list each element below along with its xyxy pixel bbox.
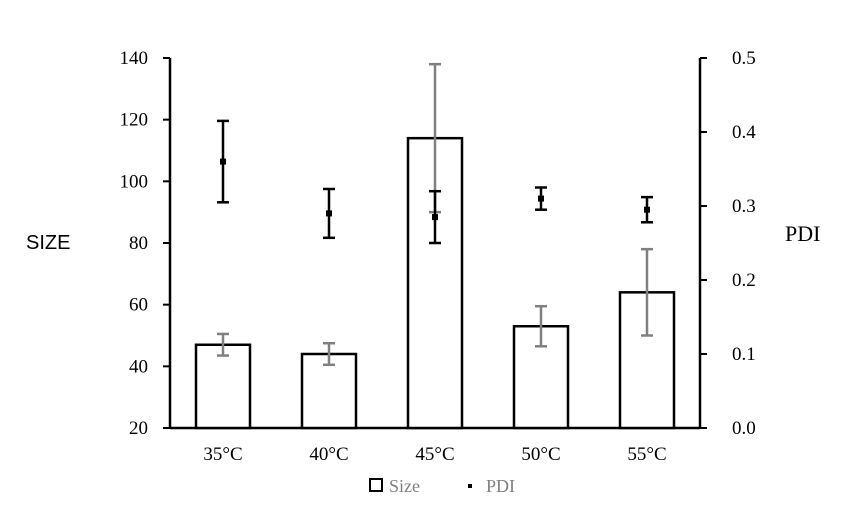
x-tick-label: 55°C xyxy=(627,444,666,465)
bar-size xyxy=(194,343,252,430)
pdi-point xyxy=(432,214,438,221)
pdi-point xyxy=(644,206,650,213)
legend-size-label: Size xyxy=(389,476,420,496)
y2-tick-label: 0.2 xyxy=(732,270,756,291)
plot-area: 20 40 60 80 100 120 140 0.0 0.1 0.2 0.3 0.4 0.5 35°C 4… xyxy=(120,48,757,465)
x-tick-label: 45°C xyxy=(415,444,454,465)
y-tick-label: 140 xyxy=(120,48,149,69)
y2-axis-label: PDI xyxy=(785,221,820,246)
y2-tick-label: 0.5 xyxy=(732,48,756,69)
x-tick-label: 40°C xyxy=(309,444,348,465)
legend-pdi-label: PDI xyxy=(486,476,515,496)
legend: Size PDI xyxy=(369,476,515,496)
y-tick-label: 20 xyxy=(129,418,148,439)
legend-pdi-swatch xyxy=(468,484,472,488)
y-tick-label: 60 xyxy=(129,295,148,316)
y2-tick-label: 0.3 xyxy=(732,196,756,217)
pdi-point xyxy=(326,210,332,217)
x-tick-label: 50°C xyxy=(521,444,560,465)
y2-tick-label: 0.1 xyxy=(732,344,756,365)
pdi-point xyxy=(538,195,544,202)
y-tick-label: 120 xyxy=(120,110,149,131)
y2-tick-label: 0.4 xyxy=(732,122,756,143)
y-tick-label: 100 xyxy=(120,171,149,192)
y-axis-label: SIZE xyxy=(26,232,70,254)
pdi-point xyxy=(220,158,226,165)
y-tick-label: 80 xyxy=(129,233,148,254)
x-tick-label: 35°C xyxy=(203,444,242,465)
y-tick-label: 40 xyxy=(129,356,148,377)
legend-size-swatch xyxy=(369,478,383,492)
y2-tick-label: 0.0 xyxy=(732,418,756,439)
